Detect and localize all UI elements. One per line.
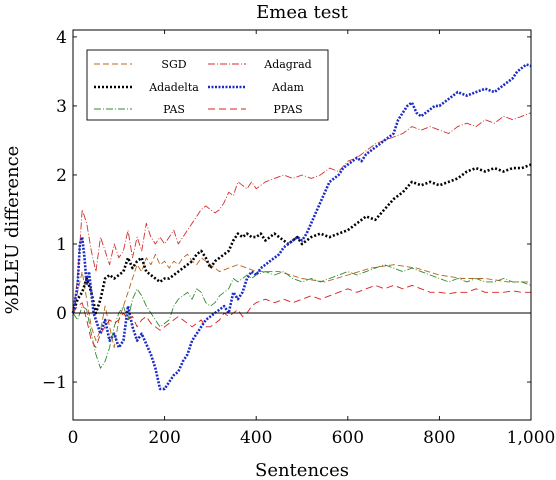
y-tick-label: 4 <box>56 28 67 48</box>
x-tick-label: 600 <box>332 428 364 448</box>
x-tick-label: 0 <box>68 428 79 448</box>
plot-frame <box>72 29 532 421</box>
legend-label-sgd: SGD <box>161 58 186 71</box>
y-tick-label: 0 <box>56 304 67 324</box>
legend-label-pas: PAS <box>163 103 185 116</box>
series-line-adagrad <box>72 112 532 314</box>
chart-title: Emea test <box>256 2 348 23</box>
y-axis-title: %BLEU difference <box>2 146 23 315</box>
legend-label-adadelta: Adadelta <box>148 81 199 94</box>
ticks-layer: 0 200 400 600 800 1,000 −1 0 1 2 3 4 <box>42 28 555 448</box>
legend-label-adam: Adam <box>271 81 305 94</box>
legend-box <box>86 49 329 121</box>
x-tick-label: 200 <box>148 428 180 448</box>
legend-label-ppas: PPAS <box>273 103 302 116</box>
y-tick-label: 1 <box>56 235 67 255</box>
legend-label-adagrad: Adagrad <box>263 58 311 71</box>
x-tick-label: 1,000 <box>507 428 556 448</box>
series-line-pas <box>72 264 532 369</box>
y-tick-label: 3 <box>56 97 67 117</box>
x-tick-label: 400 <box>240 428 272 448</box>
series-line-ppas <box>72 284 531 348</box>
y-tick-label: −1 <box>42 373 67 393</box>
series-line-sgd <box>72 253 531 348</box>
y-tick-label: 2 <box>56 166 67 186</box>
legend: SGD Adagrad Adadelta Adam PAS PPAS <box>86 49 329 121</box>
series-line-adadelta <box>71 163 532 315</box>
x-axis-title: Sentences <box>255 460 349 480</box>
x-tick-label: 800 <box>423 428 455 448</box>
